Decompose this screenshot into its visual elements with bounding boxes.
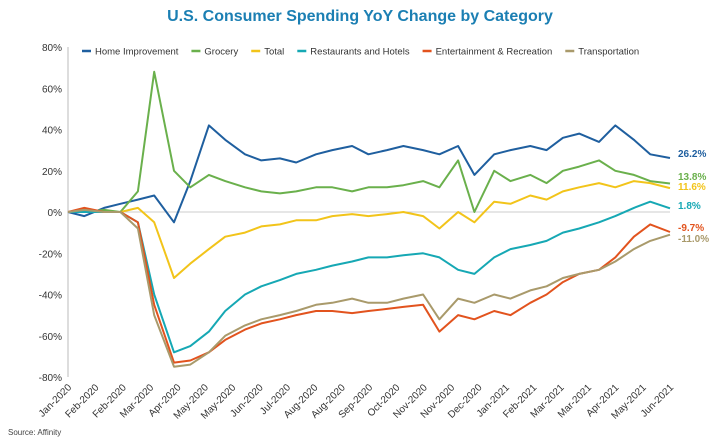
end-value-label: -9.7% — [678, 223, 704, 234]
y-tick-label: -80% — [39, 373, 62, 384]
legend-label: Total — [264, 47, 284, 58]
legend-label: Transportation — [578, 47, 639, 58]
y-tick-label: 80% — [42, 43, 62, 54]
legend-label: Restaurants and Hotels — [310, 47, 410, 58]
end-value-label: 11.6% — [678, 182, 706, 193]
end-value-label: -11.0% — [678, 234, 709, 245]
source-note: Source: Affinity — [8, 428, 62, 437]
series-line — [67, 124, 671, 224]
end-value-label: 26.2% — [678, 149, 706, 160]
series-line — [68, 70, 671, 213]
end-value-label: 1.8% — [678, 201, 701, 212]
legend-label: Entertainment & Recreation — [436, 47, 553, 58]
end-value-label: 13.8% — [678, 172, 706, 183]
chart-title: U.S. Consumer Spending YoY Change by Cat… — [167, 8, 553, 25]
y-tick-label: -40% — [39, 291, 62, 302]
y-tick-label: 40% — [42, 126, 62, 137]
legend-label: Home Improvement — [95, 47, 179, 58]
series-line — [68, 200, 671, 354]
y-tick-label: -20% — [39, 249, 62, 260]
legend-label: Grocery — [204, 47, 238, 58]
series-line — [67, 208, 671, 368]
y-tick-label: 60% — [42, 84, 62, 95]
series-line — [68, 180, 671, 279]
y-tick-label: -60% — [39, 332, 62, 343]
series-line — [67, 206, 671, 364]
y-tick-label: 0% — [48, 208, 63, 219]
y-tick-label: 20% — [42, 167, 62, 178]
